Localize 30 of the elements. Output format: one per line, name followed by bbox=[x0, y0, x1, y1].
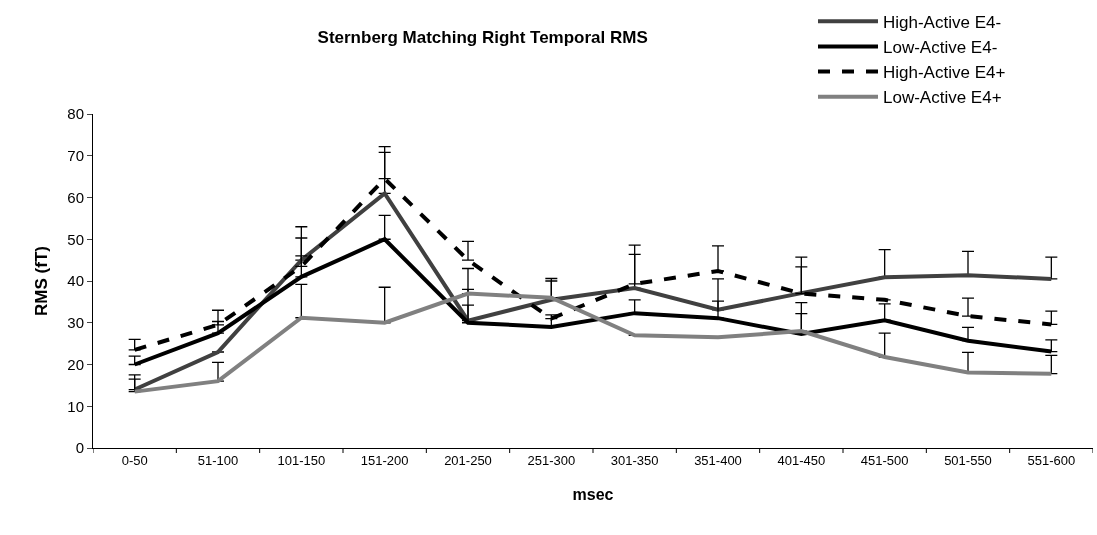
y-tick-label: 20 bbox=[67, 355, 84, 373]
x-tick-label: 501-550 bbox=[944, 452, 992, 468]
y-tick-label: 10 bbox=[67, 397, 84, 415]
y-tick-label: 30 bbox=[67, 314, 84, 331]
y-tick-label: 70 bbox=[67, 147, 84, 164]
chart-title: Sternberg Matching Right Temporal RMS bbox=[317, 28, 648, 48]
x-tick-label: 0-50 bbox=[121, 452, 148, 468]
line-series bbox=[132, 291, 1054, 394]
y-tick-label: 0 bbox=[75, 439, 84, 457]
y-tick-label: 50 bbox=[67, 230, 84, 248]
x-tick-label: 51-100 bbox=[197, 452, 239, 468]
x-tick-label: 151-200 bbox=[360, 452, 409, 468]
legend-label: Low-Active E4- bbox=[883, 38, 998, 58]
y-tick-label: 40 bbox=[67, 272, 84, 290]
legend-label: Low-Active E4+ bbox=[883, 88, 1002, 108]
x-tick-label: 351-400 bbox=[694, 452, 742, 468]
x-tick-label: 101-150 bbox=[277, 452, 326, 468]
x-tick-label: 401-450 bbox=[777, 452, 826, 468]
x-tick-label: 201-250 bbox=[444, 452, 492, 468]
legend-label: High-Active E4- bbox=[883, 12, 1002, 32]
y-tick-label: 60 bbox=[67, 188, 84, 206]
x-tick-label: 551-600 bbox=[1027, 452, 1076, 468]
line-series bbox=[132, 191, 1054, 392]
x-tick-label: 301-350 bbox=[610, 452, 659, 468]
x-axis-title: msec bbox=[572, 486, 614, 504]
x-tick-label: 251-300 bbox=[527, 452, 576, 468]
y-tick-label: 80 bbox=[67, 105, 84, 123]
legend-label: High-Active E4+ bbox=[883, 63, 1006, 83]
x-tick-label: 451-500 bbox=[860, 452, 909, 468]
y-axis-title: RMS (fT) bbox=[31, 246, 51, 316]
